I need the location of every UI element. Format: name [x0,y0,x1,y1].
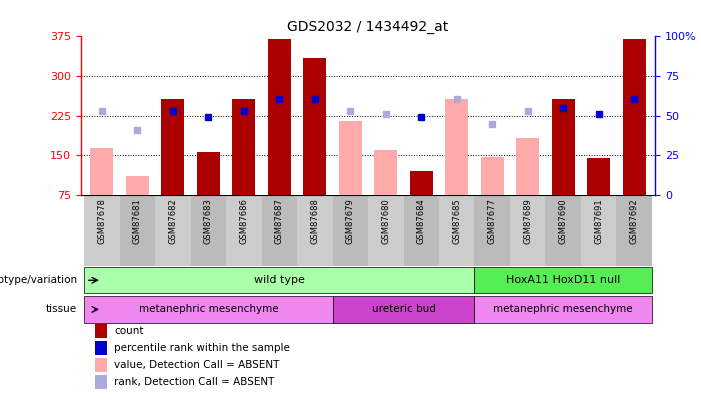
Bar [332,195,368,266]
Bar [304,58,327,195]
Bar [368,195,404,266]
Text: GSM87685: GSM87685 [452,198,461,244]
Bar [197,151,220,195]
Bar [120,36,155,195]
Text: GSM87686: GSM87686 [239,198,248,244]
Text: GSM87683: GSM87683 [204,198,213,244]
Bar [439,195,475,266]
Bar [587,158,610,195]
Bar [261,36,297,195]
Text: HoxA11 HoxD11 null: HoxA11 HoxD11 null [506,275,620,285]
Bar [481,157,504,195]
Text: percentile rank within the sample: percentile rank within the sample [114,343,290,353]
Text: rank, Detection Call = ABSENT: rank, Detection Call = ABSENT [114,377,275,387]
Bar [84,267,475,293]
Bar [232,99,255,195]
Bar [404,36,439,195]
Text: metanephric mesenchyme: metanephric mesenchyme [494,305,633,314]
Text: count: count [114,326,144,336]
Bar [445,99,468,195]
Bar [297,195,332,266]
Bar [191,36,226,195]
Text: GSM87692: GSM87692 [629,198,639,244]
Bar [226,36,261,195]
Bar [84,296,332,322]
Bar [404,195,439,266]
Bar [475,36,510,195]
Bar [191,195,226,266]
Bar [332,296,475,322]
Bar [475,296,652,322]
Text: GSM87678: GSM87678 [97,198,107,244]
Bar [120,195,155,266]
Bar [268,39,291,195]
Text: metanephric mesenchyme: metanephric mesenchyme [139,305,278,314]
Text: GSM87687: GSM87687 [275,198,284,244]
Bar [552,99,575,195]
Bar [510,195,545,266]
Bar [339,121,362,195]
Bar [126,176,149,195]
Text: tissue: tissue [46,305,77,314]
Bar [374,150,397,195]
Bar [409,171,433,195]
Text: GSM87688: GSM87688 [311,198,319,244]
Bar [226,195,261,266]
Bar [332,36,368,195]
Bar [616,36,652,195]
Text: GSM87690: GSM87690 [559,198,568,244]
Text: value, Detection Call = ABSENT: value, Detection Call = ABSENT [114,360,280,370]
Text: GSM87681: GSM87681 [133,198,142,244]
Bar [161,99,184,195]
Bar [510,36,545,195]
Text: GSM87679: GSM87679 [346,198,355,244]
Bar [439,36,475,195]
Bar [545,36,581,195]
Bar [475,195,510,266]
Bar [155,195,191,266]
Bar [545,195,581,266]
Bar [581,195,616,266]
Bar [475,267,652,293]
Text: GSM87680: GSM87680 [381,198,390,244]
Bar [84,195,120,266]
Text: GSM87691: GSM87691 [594,198,603,244]
Text: ureteric bud: ureteric bud [372,305,435,314]
Text: genotype/variation: genotype/variation [0,275,77,285]
Bar [581,36,616,195]
Bar [616,195,652,266]
Bar [622,39,646,195]
Bar [516,138,539,195]
Text: GSM87689: GSM87689 [523,198,532,244]
Bar [90,148,114,195]
Text: GSM87682: GSM87682 [168,198,177,244]
Bar [155,36,191,195]
Title: GDS2032 / 1434492_at: GDS2032 / 1434492_at [287,20,449,34]
Bar [297,36,332,195]
Text: GSM87684: GSM87684 [417,198,426,244]
Bar [261,195,297,266]
Bar [368,36,404,195]
Text: wild type: wild type [254,275,305,285]
Text: GSM87677: GSM87677 [488,198,497,244]
Bar [84,36,120,195]
